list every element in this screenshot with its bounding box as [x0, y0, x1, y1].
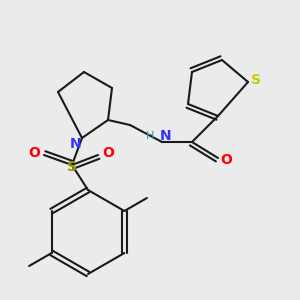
- Text: H: H: [146, 131, 154, 141]
- Text: O: O: [28, 146, 40, 160]
- Text: N: N: [70, 137, 82, 151]
- Text: O: O: [102, 146, 114, 160]
- Text: S: S: [251, 73, 261, 87]
- Text: S: S: [67, 160, 77, 174]
- Text: O: O: [220, 153, 232, 167]
- Text: N: N: [160, 129, 172, 143]
